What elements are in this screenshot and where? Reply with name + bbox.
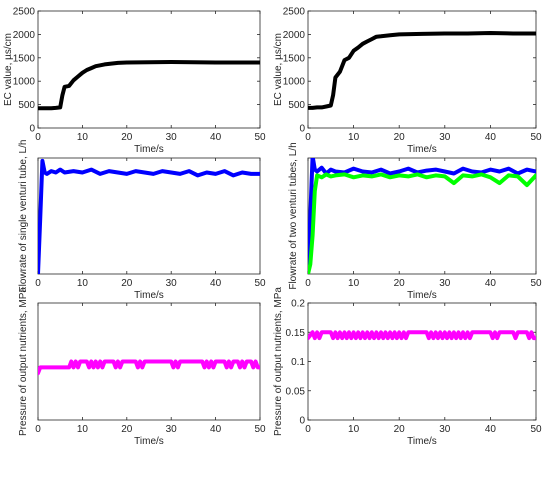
- y-tick-label: 2000: [13, 30, 36, 41]
- x-tick-label: 10: [77, 278, 89, 289]
- axes-box: [307, 302, 537, 421]
- x-tick-label: 30: [439, 424, 451, 435]
- x-tick-label: 50: [254, 278, 266, 289]
- series-line-0: [308, 330, 536, 341]
- x-tick-label: 10: [77, 132, 89, 143]
- series-line-0: [308, 31, 536, 110]
- y-axis-label: Pressure of output nutrients, MPa: [18, 287, 29, 436]
- y-tick-label: 1000: [13, 77, 36, 88]
- y-axis-label: Flowrate of single venturi tube, L/h: [18, 140, 29, 293]
- y-tick-label: 1000: [283, 77, 306, 88]
- x-tick-label: 30: [166, 424, 178, 435]
- x-axis-label: Time/s: [134, 144, 164, 155]
- y-axis-label: Flowrate of two venturi tubes, L/h: [288, 142, 299, 289]
- y-tick-label: 500: [288, 100, 305, 111]
- y-tick-label: 0: [299, 416, 305, 427]
- x-tick-label: 20: [121, 424, 133, 435]
- x-tick-label: 20: [394, 132, 406, 143]
- series-line-0: [38, 158, 260, 274]
- series-line-0: [308, 158, 536, 274]
- plot-flow-two: 0 10 20 30 40 50 Time/s Flowrate of two venturi…: [288, 142, 542, 301]
- x-tick-label: 50: [254, 132, 266, 143]
- y-tick-label: 1500: [13, 53, 36, 64]
- x-tick-label: 0: [35, 278, 41, 289]
- plot-pressure-two: 0 10 20 30 40 50 0 0.05 0.1 0.15 0.2 Time/s Pressure…: [273, 287, 542, 447]
- x-tick-label: 30: [166, 278, 178, 289]
- x-tick-label: 0: [35, 132, 41, 143]
- x-tick-label: 0: [305, 278, 311, 289]
- y-tick-label: 2500: [283, 7, 306, 18]
- y-tick-label: 2500: [13, 7, 36, 18]
- y-tick-label: 0.05: [286, 386, 306, 397]
- x-tick-label: 10: [348, 278, 360, 289]
- x-tick-label: 40: [210, 424, 222, 435]
- plot-pressure-single: 0 10 20 30 40 50 Time/s Pressure of output nutr…: [18, 287, 266, 447]
- axes-box: [37, 10, 261, 129]
- x-tick-label: 50: [254, 424, 266, 435]
- x-tick-label: 30: [439, 278, 451, 289]
- x-tick-label: 10: [77, 424, 89, 435]
- y-tick-label: 0.2: [291, 299, 305, 310]
- series-line-0: [38, 359, 260, 376]
- x-tick-label: 50: [530, 424, 542, 435]
- x-tick-label: 30: [439, 132, 451, 143]
- plot-ec-single: 0 10 20 30 40 5005001000150020002500Time/sEC …: [3, 7, 266, 156]
- x-tick-label: 40: [485, 278, 497, 289]
- series-line-0: [38, 60, 260, 111]
- y-tick-label: 0.15: [286, 328, 306, 339]
- plot-flow-single: 0 10 20 30 40 50 Time/s Flowrate of single vent…: [18, 140, 266, 301]
- x-tick-label: 40: [485, 424, 497, 435]
- x-tick-label: 40: [485, 132, 497, 143]
- x-axis-label: Time/s: [134, 290, 164, 301]
- y-tick-label: 0: [29, 124, 35, 135]
- x-axis-label: Time/s: [407, 436, 437, 447]
- x-tick-label: 20: [121, 278, 133, 289]
- x-tick-label: 20: [394, 424, 406, 435]
- x-tick-label: 40: [210, 132, 222, 143]
- x-axis-label: Time/s: [134, 436, 164, 447]
- x-axis-label: Time/s: [407, 144, 437, 155]
- y-axis-label: EC value, µs/cm: [273, 33, 284, 106]
- x-tick-label: 30: [166, 132, 178, 143]
- axes-box: [307, 10, 537, 129]
- plot-ec-two: 0 10 20 30 40 5005001000150020002500Time/sEC …: [273, 7, 542, 156]
- x-tick-label: 10: [348, 132, 360, 143]
- x-tick-label: 0: [305, 424, 311, 435]
- y-tick-label: 2000: [283, 30, 306, 41]
- x-tick-label: 20: [394, 278, 406, 289]
- series-line-1: [308, 172, 536, 274]
- x-tick-label: 50: [530, 132, 542, 143]
- y-axis-label: EC value, µs/cm: [3, 33, 14, 106]
- x-tick-label: 20: [121, 132, 133, 143]
- x-tick-label: 40: [210, 278, 222, 289]
- y-axis-label: Pressure of output nutrients, MPa: [273, 287, 284, 436]
- x-axis-label: Time/s: [407, 290, 437, 301]
- x-tick-label: 10: [348, 424, 360, 435]
- y-tick-label: 0.1: [291, 357, 305, 368]
- x-tick-label: 50: [530, 278, 542, 289]
- x-tick-label: 0: [35, 424, 41, 435]
- y-tick-label: 1500: [283, 53, 306, 64]
- x-tick-label: 0: [305, 132, 311, 143]
- y-tick-label: 0: [299, 124, 305, 135]
- axes-box: [37, 157, 261, 275]
- y-tick-label: 500: [18, 100, 35, 111]
